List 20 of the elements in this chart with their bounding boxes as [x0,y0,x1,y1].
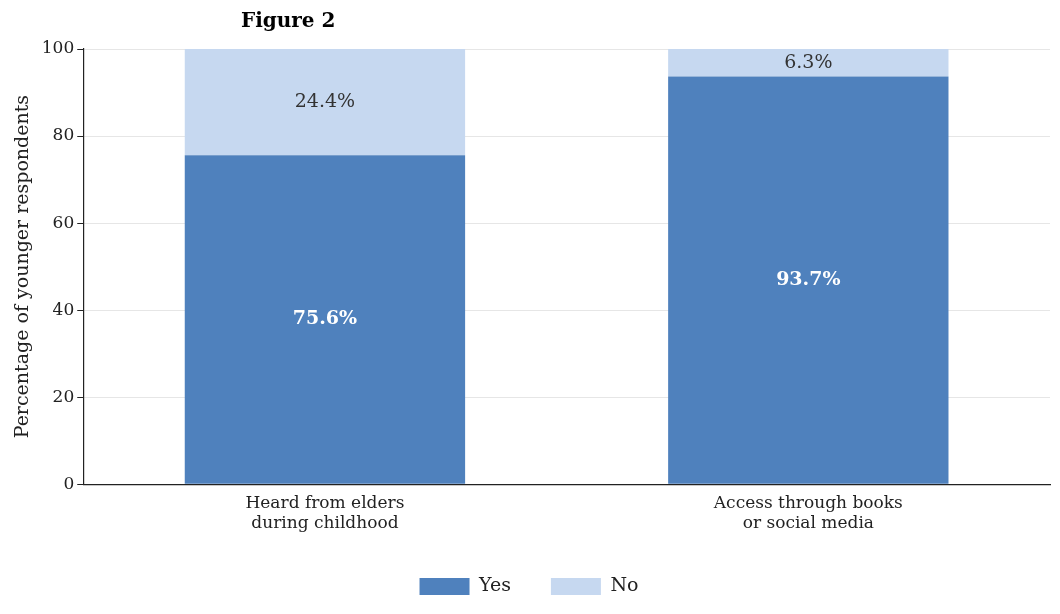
x-tick-label: Heard from elders during childhood [245,491,405,533]
data-label: 75.6% [292,306,358,329]
y-tick-label: 0 [63,472,75,493]
legend-label: No [610,573,639,596]
y-tick-label: 80 [52,124,75,145]
data-label: 93.7% [776,267,841,289]
chart-title: Figure 2 [241,8,336,33]
y-tick-label: 40 [52,298,75,319]
y-axis-title: Percentage of younger respondents [10,94,33,439]
x-tick-label: Access through books or social media [712,491,903,533]
bar [184,155,466,484]
bar [668,49,949,77]
y-tick-label: 100 [41,37,75,58]
y-tick-label: 20 [52,385,75,406]
bar [668,76,949,484]
data-label: 6.3% [784,49,833,72]
bar [184,49,466,156]
legend-label: Yes [478,573,511,596]
y-tick-label: 60 [52,211,75,232]
data-label: 24.4% [294,89,356,112]
